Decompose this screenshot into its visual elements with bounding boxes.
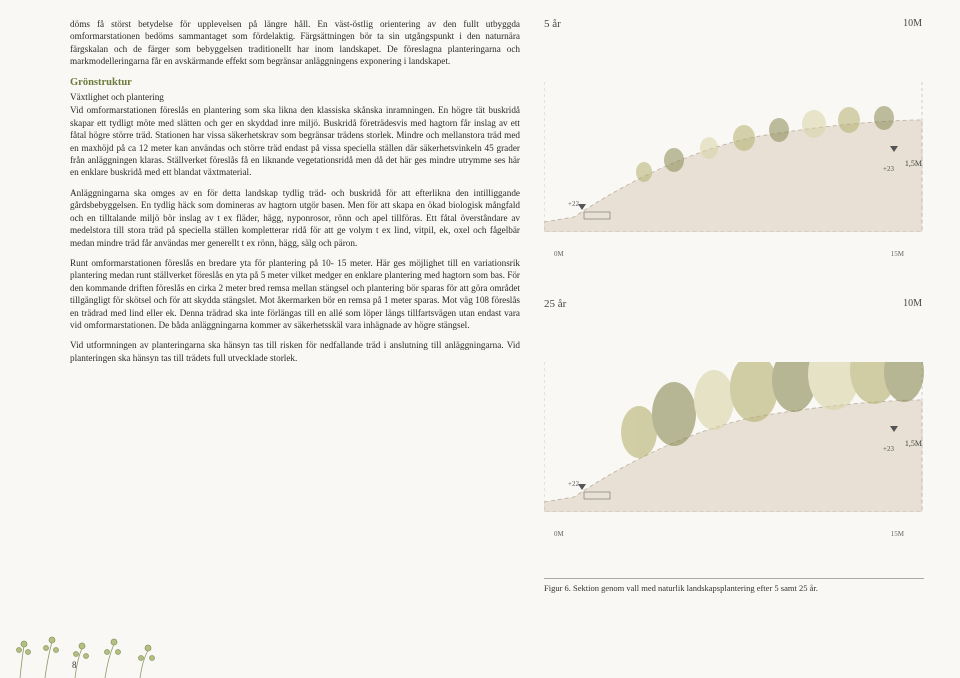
section-diagram-5yr: 5 år 10M [544, 18, 924, 258]
section-heading: Grönstruktur [70, 76, 520, 90]
paragraph: döms få störst betydelse för upplevelsen… [70, 18, 520, 68]
paragraph: Anläggningarna ska omges av en för detta… [70, 187, 520, 249]
elevation-marker: +23 [883, 165, 894, 173]
axis-tick: 0M [554, 250, 564, 258]
age-label: 5 år [544, 18, 561, 30]
figure-caption: Figur 6. Sektion genom vall med naturlik… [544, 578, 924, 593]
paragraph: Runt omformarstationen föreslås en breda… [70, 257, 520, 332]
paragraph: Vid omformarstationen föreslås en plante… [70, 104, 520, 179]
age-label: 25 år [544, 298, 566, 310]
hill-svg [544, 362, 924, 512]
elevation-marker: +22 [568, 480, 579, 488]
elevation-marker: +22 [568, 200, 579, 208]
elevation-marker: +23 [883, 445, 894, 453]
figure-column: 5 år 10M [544, 18, 924, 593]
height-label: 1,5M [905, 159, 922, 168]
decorative-plants-icon [0, 618, 200, 678]
paragraph: Vid utformningen av planteringarna ska h… [70, 339, 520, 364]
hill-svg [544, 82, 924, 232]
section-diagram-25yr: 25 år 10M [544, 298, 924, 538]
scale-label: 10M [903, 18, 922, 29]
page-number: 8 [72, 660, 77, 670]
scale-label: 10M [903, 298, 922, 309]
height-label: 1,5M [905, 439, 922, 448]
axis-tick: 15M [891, 530, 904, 538]
axis-tick: 15M [891, 250, 904, 258]
axis-tick: 0M [554, 530, 564, 538]
text-column: döms få störst betydelse för upplevelsen… [70, 18, 520, 593]
sub-heading: Växtlighet och plantering [70, 91, 520, 103]
